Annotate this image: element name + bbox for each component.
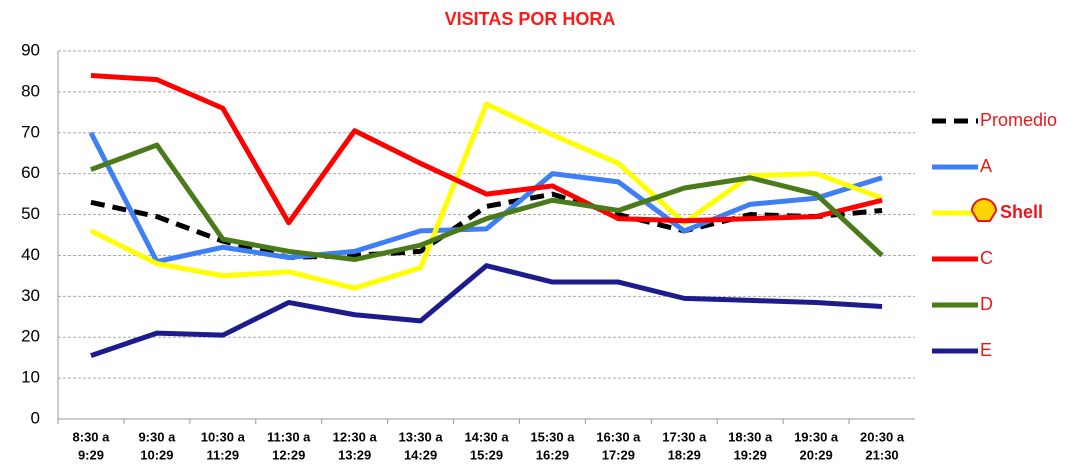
x-tick-label: 14:29 (404, 447, 437, 462)
y-tick-label: 0 (31, 408, 40, 427)
x-tick-label: 17:29 (602, 447, 635, 462)
y-tick-label: 80 (21, 81, 40, 100)
shell-logo (972, 199, 996, 221)
x-tick-label: 20:30 a (860, 429, 905, 444)
legend-label: C (980, 248, 993, 268)
x-tick-label: 11:30 a (267, 429, 311, 444)
y-tick-label: 10 (21, 368, 40, 387)
x-tick-label: 10:29 (140, 447, 173, 462)
x-tick-label: 13:30 a (399, 429, 444, 444)
legend-label: E (980, 340, 992, 360)
chart: VISITAS POR HORA 0 10 20 30 40 50 60 70 80 90 8:30… (0, 0, 1079, 464)
x-tick-label: 8:30 a (73, 429, 111, 444)
series-line (91, 133, 882, 262)
x-tick-label: 15:29 (470, 447, 503, 462)
x-tick-label: 16:30 a (596, 429, 641, 444)
x-tick-label: 19:30 a (794, 429, 839, 444)
x-tick-label: 9:30 a (138, 429, 176, 444)
y-tick-label: 60 (21, 163, 40, 182)
x-tick-label: 10:30 a (201, 429, 246, 444)
x-tick-label: 18:30 a (728, 429, 773, 444)
legend-label: Promedio (980, 110, 1057, 130)
x-tick-label: 11:29 (207, 447, 240, 462)
legend-label: Shell (1000, 202, 1043, 222)
x-tick-label: 17:30 a (662, 429, 707, 444)
chart-title: VISITAS POR HORA (445, 9, 616, 29)
legend-label: D (980, 294, 993, 314)
x-tick-label: 16:29 (536, 447, 569, 462)
x-tick-label: 18:29 (668, 447, 701, 462)
x-tick-label: 20:29 (799, 447, 832, 462)
x-tick-label: 13:29 (338, 447, 371, 462)
legend-label: A (980, 156, 992, 176)
y-tick-label: 90 (21, 40, 40, 59)
x-tick-label: 9:29 (78, 447, 104, 462)
x-tick-label: 14:30 a (464, 429, 509, 444)
x-tick-label: 19:29 (734, 447, 767, 462)
x-tick-label: 12:30 a (333, 429, 378, 444)
y-tick-label: 30 (21, 286, 40, 305)
x-tick-label: 15:30 a (530, 429, 575, 444)
x-tick-label: 12:29 (272, 447, 305, 462)
y-tick-label: 50 (21, 204, 40, 223)
x-tick-label: 21:30 (865, 447, 898, 462)
series-line (91, 266, 882, 356)
y-tick-label: 70 (21, 122, 40, 141)
y-tick-label: 20 (21, 327, 40, 346)
y-tick-label: 40 (21, 245, 40, 264)
